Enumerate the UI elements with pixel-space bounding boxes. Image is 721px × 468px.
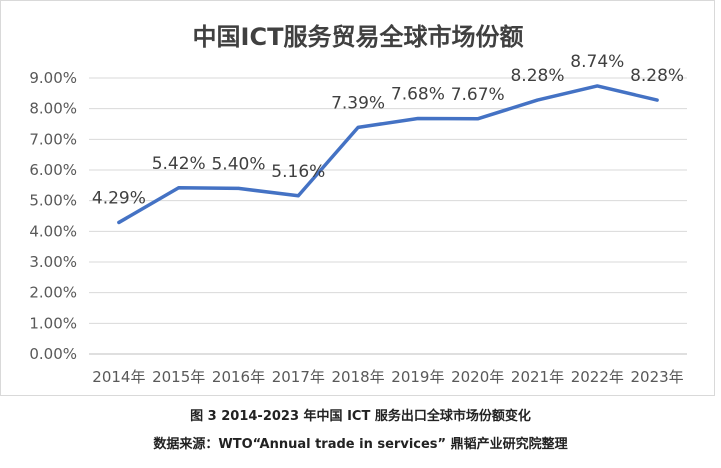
x-axis: 2014年 2015年 2016年 2017年 2018年 2019年 2020年 2021年…	[92, 368, 683, 386]
data-label: 7.67%	[451, 85, 505, 105]
data-point	[356, 125, 360, 129]
x-tick-label: 2017年	[272, 368, 325, 386]
data-point	[416, 116, 420, 120]
data-point	[536, 98, 539, 102]
data-point	[117, 220, 121, 224]
x-tick-label: 2014年	[92, 368, 145, 386]
data-label: 7.68%	[391, 84, 445, 104]
data-label: 5.40%	[211, 154, 265, 174]
data-point	[296, 194, 300, 198]
y-tick-label: 0.00%	[29, 345, 77, 363]
x-tick-label: 2021年	[511, 368, 564, 386]
chart-title: 中国ICT服务贸易全球市场份额	[193, 23, 524, 51]
data-label: 8.28%	[510, 66, 564, 86]
source-caption: 数据来源：WTO“Annual trade in services” 鼎韬产业研…	[153, 437, 568, 452]
x-tick-label: 2015年	[152, 368, 205, 386]
data-label: 7.39%	[331, 93, 385, 113]
x-tick-label: 2016年	[212, 368, 265, 386]
data-point	[177, 186, 181, 190]
data-point	[655, 98, 659, 102]
x-tick-label: 2018年	[332, 368, 385, 386]
chart-frame: 中国ICT服务贸易全球市场份额 0.00% 1.00% 2.00% 3.00% 4.00…	[0, 0, 715, 396]
y-tick-label: 7.00%	[29, 130, 77, 148]
y-tick-label: 6.00%	[29, 161, 77, 179]
y-tick-label: 1.00%	[29, 314, 77, 332]
data-label: 4.29%	[92, 188, 146, 208]
y-tick-label: 9.00%	[29, 69, 77, 87]
data-label: 5.16%	[271, 162, 325, 182]
y-tick-label: 3.00%	[29, 253, 77, 271]
series-line	[117, 84, 659, 225]
figure-caption: 图 3 2014-2023 年中国 ICT 服务出口全球市场份额变化	[190, 409, 531, 424]
line-chart: 中国ICT服务贸易全球市场份额 0.00% 1.00% 2.00% 3.00% 4.00…	[29, 23, 687, 386]
x-tick-label: 2019年	[391, 368, 444, 386]
data-labels: 4.29%5.42% 5.40% 5.16%7.39% 7.68% 7.67%8.28%…	[92, 52, 684, 208]
y-tick-label: 5.00%	[29, 192, 77, 210]
data-label: 8.28%	[630, 66, 684, 86]
x-tick-label: 2022年	[571, 368, 624, 386]
series	[117, 84, 659, 225]
x-tick-label: 2023年	[631, 368, 684, 386]
data-point	[595, 84, 599, 88]
data-point	[476, 117, 480, 121]
data-label: 5.42%	[152, 154, 206, 174]
data-label: 8.74%	[570, 52, 624, 72]
y-tick-label: 2.00%	[29, 284, 77, 302]
y-axis: 0.00% 1.00% 2.00% 3.00% 4.00% 5.00% 6.00% 7.00%…	[29, 69, 77, 363]
y-tick-label: 4.00%	[29, 222, 77, 240]
data-point	[237, 186, 240, 190]
gridlines	[89, 77, 687, 355]
y-tick-label: 8.00%	[29, 100, 77, 118]
x-tick-label: 2020年	[451, 368, 504, 386]
